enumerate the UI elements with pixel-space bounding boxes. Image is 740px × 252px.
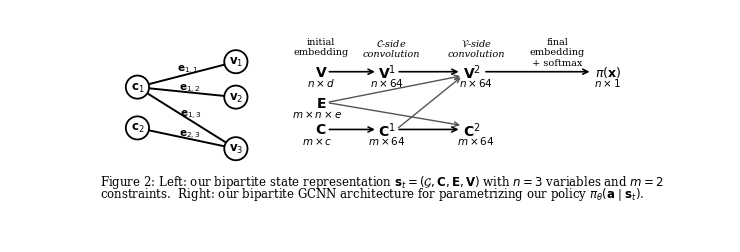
Text: constraints.  Right: our bipartite GCNN architecture for parametrizing our polic: constraints. Right: our bipartite GCNN a… [100, 185, 645, 202]
Text: $\mathbf{V}^1$: $\mathbf{V}^1$ [378, 63, 396, 82]
Text: $m \times n \times e$: $m \times n \times e$ [292, 108, 343, 119]
Text: initial
embedding: initial embedding [294, 38, 349, 57]
Text: $n \times 64$: $n \times 64$ [459, 77, 493, 89]
Text: $\mathcal{V}$-side
convolution: $\mathcal{V}$-side convolution [448, 38, 505, 59]
Text: $m \times c$: $m \times c$ [302, 135, 332, 146]
Text: Figure 2: Left: our bipartite state representation $\mathbf{s}_t = (\mathcal{G},: Figure 2: Left: our bipartite state repr… [100, 173, 665, 190]
Text: $\mathbf{c}_1$: $\mathbf{c}_1$ [131, 81, 144, 94]
Text: $\mathbf{V}$: $\mathbf{V}$ [314, 66, 328, 79]
Text: $n \times 1$: $n \times 1$ [594, 77, 622, 89]
Text: final
embedding
+ softmax: final embedding + softmax [530, 38, 585, 68]
Text: $\mathbf{V}^2$: $\mathbf{V}^2$ [463, 63, 481, 82]
Circle shape [224, 86, 247, 109]
Text: $n \times 64$: $n \times 64$ [370, 77, 404, 89]
Text: $\pi(\mathbf{x})$: $\pi(\mathbf{x})$ [595, 65, 621, 80]
Circle shape [126, 117, 149, 140]
Circle shape [224, 138, 247, 161]
Text: $\mathbf{v}_3$: $\mathbf{v}_3$ [229, 143, 243, 156]
Text: $\mathbf{C}^2$: $\mathbf{C}^2$ [463, 121, 481, 139]
Text: $\mathbf{e}_{1,1}$: $\mathbf{e}_{1,1}$ [178, 64, 199, 77]
Circle shape [224, 51, 247, 74]
Text: $\mathbf{C}$: $\mathbf{C}$ [315, 123, 327, 137]
Text: $\mathbf{c}_2$: $\mathbf{c}_2$ [131, 122, 144, 135]
Text: $\mathbf{e}_{2,3}$: $\mathbf{e}_{2,3}$ [179, 129, 201, 141]
Text: $\mathbf{v}_2$: $\mathbf{v}_2$ [229, 91, 243, 104]
Text: $\mathbf{C}^1$: $\mathbf{C}^1$ [378, 121, 396, 139]
Text: $\mathbf{E}$: $\mathbf{E}$ [316, 96, 326, 110]
Text: $\mathbf{v}_1$: $\mathbf{v}_1$ [229, 56, 243, 69]
Text: $m \times 64$: $m \times 64$ [457, 135, 495, 147]
Circle shape [126, 76, 149, 99]
Text: $m \times 64$: $m \times 64$ [369, 135, 406, 147]
Text: $\mathcal{C}$-side
convolution: $\mathcal{C}$-side convolution [362, 38, 420, 59]
Text: $n \times d$: $n \times d$ [307, 77, 335, 89]
Text: $\mathbf{e}_{1,2}$: $\mathbf{e}_{1,2}$ [179, 82, 201, 96]
Text: $\mathbf{e}_{1,3}$: $\mathbf{e}_{1,3}$ [180, 108, 201, 121]
